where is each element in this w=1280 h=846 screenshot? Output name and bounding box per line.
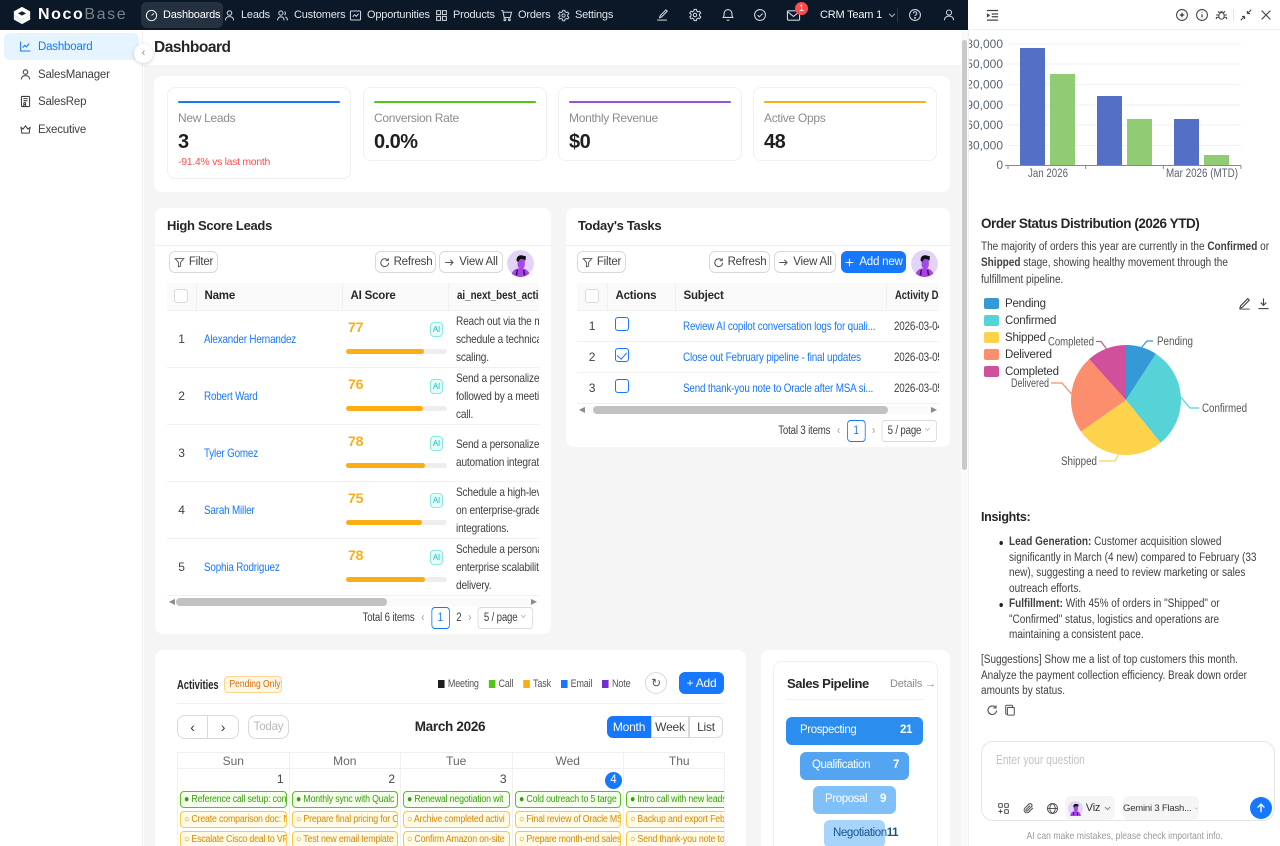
svg-text:60,000: 60,000 (969, 118, 1003, 132)
svg-text:30,000: 30,000 (969, 139, 1003, 153)
svg-text:Mar 2026 (MTD): Mar 2026 (MTD) (1166, 168, 1238, 180)
svg-text:Jan 2026: Jan 2026 (1028, 168, 1068, 180)
svg-text:0: 0 (996, 158, 1003, 172)
svg-text:Pending: Pending (1157, 336, 1193, 348)
svg-text:Confirmed: Confirmed (1202, 403, 1247, 415)
svg-text:90,000: 90,000 (969, 98, 1003, 112)
svg-text:180,000: 180,000 (969, 37, 1003, 51)
svg-text:120,000: 120,000 (969, 78, 1003, 92)
svg-text:Delivered: Delivered (1011, 378, 1049, 390)
svg-text:Completed: Completed (1048, 337, 1094, 349)
svg-text:150,000: 150,000 (969, 57, 1003, 71)
svg-text:Shipped: Shipped (1061, 456, 1097, 468)
